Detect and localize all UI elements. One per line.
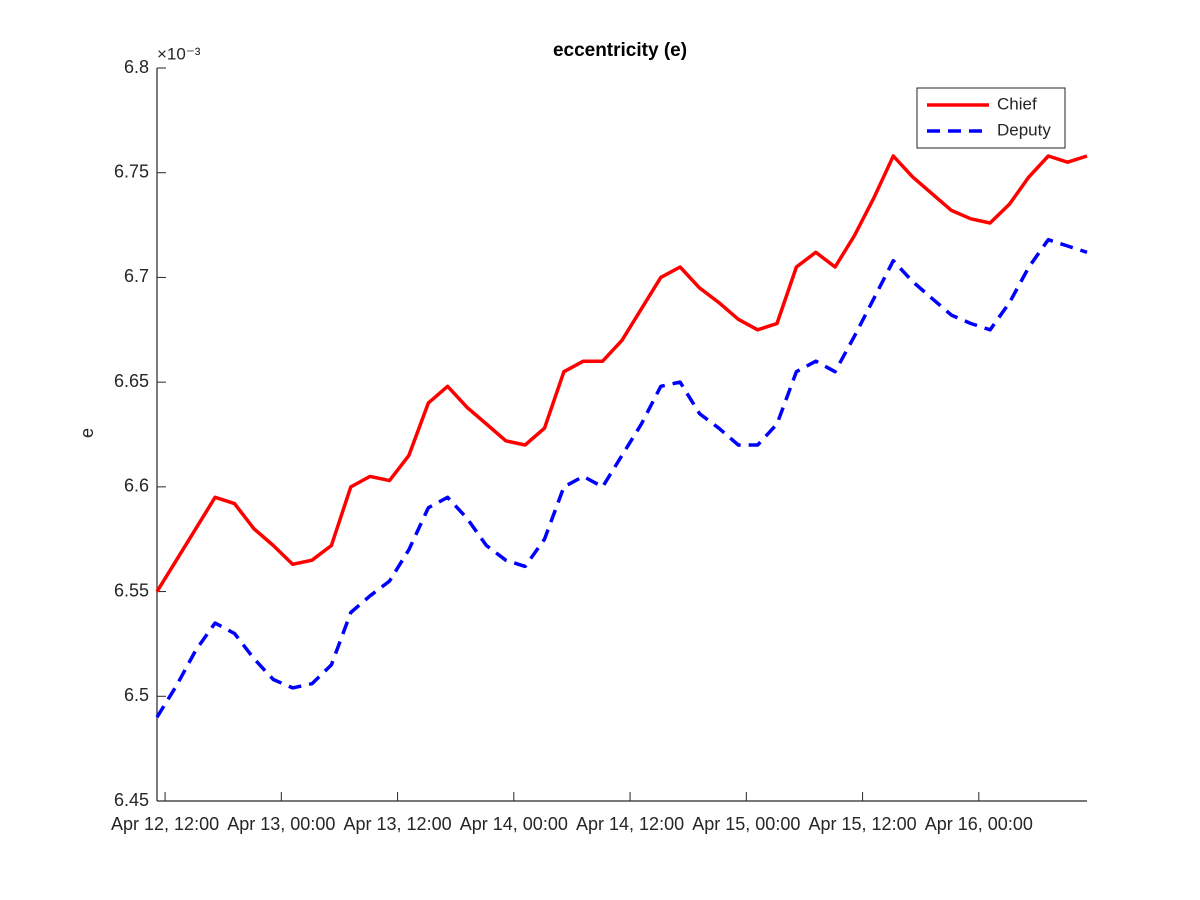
y-exponent: ×10⁻³ [157, 44, 201, 63]
x-tick-label: Apr 15, 12:00 [809, 814, 917, 834]
x-tick-label: Apr 13, 00:00 [227, 814, 335, 834]
x-tick-label: Apr 13, 12:00 [344, 814, 452, 834]
legend-box [916, 87, 1066, 149]
y-tick-label: 6.75 [114, 161, 149, 181]
legend-label: Deputy [997, 120, 1051, 139]
y-tick-label: 6.6 [124, 476, 149, 496]
x-tick-label: Apr 14, 12:00 [576, 814, 684, 834]
legend-label: Chief [997, 94, 1037, 113]
y-axis-label: e [77, 428, 97, 438]
y-tick-label: 6.65 [114, 371, 149, 391]
x-tick-label: Apr 15, 00:00 [692, 814, 800, 834]
x-tick-label: Apr 14, 00:00 [460, 814, 568, 834]
y-tick-label: 6.7 [124, 266, 149, 286]
chart-title: eccentricity (e) [553, 40, 687, 61]
y-tick-label: 6.5 [124, 685, 149, 705]
series-line [155, 154, 1088, 593]
y-tick-label: 6.45 [114, 790, 149, 810]
y-tick-label: 6.8 [124, 57, 149, 77]
series-line [155, 237, 1088, 719]
y-tick-label: 6.55 [114, 580, 149, 600]
x-tick-label: Apr 12, 12:00 [111, 814, 219, 834]
x-tick-label: Apr 16, 00:00 [925, 814, 1033, 834]
